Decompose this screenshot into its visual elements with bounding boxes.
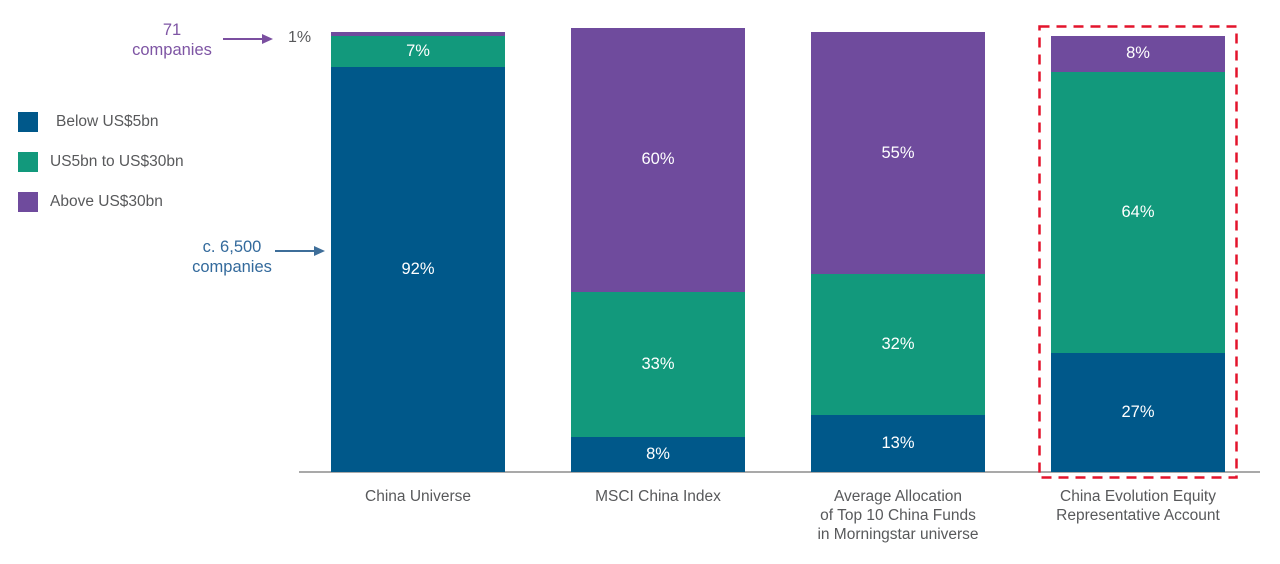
stacked-bar-1: 7% 92% [331, 32, 505, 472]
segment-value-label: 33% [641, 354, 675, 373]
legend-item-2: Above US$30bn [18, 192, 184, 212]
stacked-bar-3: 55% 32% 13% [811, 32, 985, 472]
category-label-4: China Evolution Equity Representative Ac… [1056, 488, 1220, 524]
category-label-3: Average Allocation of Top 10 China Funds… [817, 488, 979, 543]
legend-label: US5bn to US$30bn [50, 153, 184, 170]
category-label-1: China Universe [365, 488, 471, 505]
segment-1-above-us-30bn [331, 32, 505, 37]
segment-value-label: 32% [881, 334, 915, 353]
legend-swatch-icon [18, 152, 38, 172]
segment-value-label: 27% [1121, 403, 1155, 422]
annotation-6500-companies: c. 6,500 companies [192, 238, 272, 276]
legend-label: Above US$30bn [50, 193, 163, 210]
segment-3-us5bn-to-us-30bn: 32% [811, 274, 985, 415]
highlight-dashed-box [1038, 25, 1238, 479]
segment-value-label: 7% [406, 42, 430, 61]
segment-value-label: 64% [1121, 202, 1155, 221]
segment-2-us5bn-to-us-30bn: 33% [571, 291, 745, 437]
segment-2-above-us-30bn: 60% [571, 27, 745, 292]
legend-item-0: Below US$5bn [18, 112, 184, 132]
segment-value-label: 55% [881, 143, 915, 162]
segment-1-us5bn-to-us-30bn: 7% [331, 36, 505, 68]
stacked-bar-2: 60% 33% 8% [571, 27, 745, 472]
segment-4-above-us-30bn: 8% [1051, 36, 1225, 72]
category-label-2: MSCI China Index [595, 488, 721, 505]
legend-label: Below US$5bn [56, 113, 159, 130]
arrow-right-icon [223, 34, 273, 44]
x-axis-line [299, 471, 1260, 473]
legend-swatch-icon [18, 112, 38, 132]
outside-segment-label: 1% [288, 29, 312, 46]
segment-value-label: 8% [1126, 44, 1150, 63]
segment-value-label: 92% [401, 260, 435, 279]
legend-item-1: US5bn to US$30bn [18, 152, 184, 172]
stacked-bar-4: 8% 64% 27% [1051, 36, 1225, 472]
legend-swatch-icon [18, 192, 38, 212]
segment-4-us5bn-to-us-30bn: 64% [1051, 71, 1225, 354]
annotation-71-companies: 71 companies [132, 21, 212, 59]
segment-value-label: 13% [881, 433, 915, 452]
segment-2-below-us-5bn: 8% [571, 436, 745, 472]
segment-3-above-us-30bn: 55% [811, 32, 985, 274]
segment-4-below-us-5bn: 27% [1051, 353, 1225, 472]
legend: Below US$5bn US5bn to US$30bn Above US$30b… [18, 112, 184, 232]
segment-1-below-us-5bn: 92% [331, 67, 505, 472]
segment-value-label: 60% [641, 150, 675, 169]
segment-value-label: 8% [646, 444, 670, 463]
arrow-right-icon [275, 246, 325, 256]
segment-3-below-us-5bn: 13% [811, 414, 985, 472]
